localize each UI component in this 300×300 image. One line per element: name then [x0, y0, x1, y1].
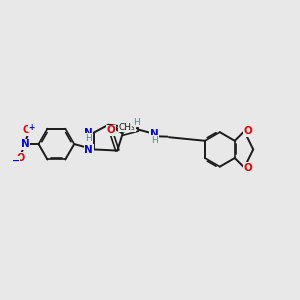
Text: O: O: [244, 126, 253, 136]
Text: N: N: [84, 128, 93, 138]
Text: N: N: [150, 129, 158, 139]
Text: N: N: [21, 139, 29, 149]
Text: O: O: [107, 125, 116, 135]
Text: O: O: [17, 153, 25, 163]
Text: H: H: [133, 118, 140, 127]
Text: O: O: [23, 125, 31, 135]
Text: CH₃: CH₃: [119, 123, 135, 132]
Text: −: −: [12, 156, 20, 166]
Text: O: O: [244, 163, 253, 172]
Text: H: H: [151, 136, 158, 145]
Text: +: +: [28, 123, 34, 132]
Text: H: H: [85, 134, 92, 142]
Text: N: N: [84, 145, 93, 155]
